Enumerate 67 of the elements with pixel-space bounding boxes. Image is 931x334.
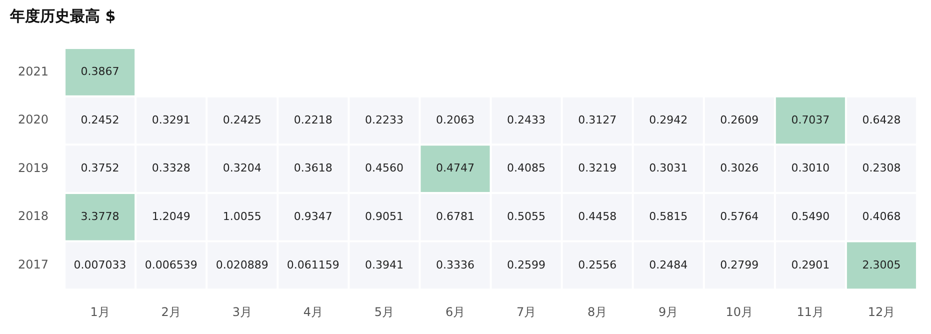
data-label: 0.2556 <box>578 258 617 272</box>
x-tick-label: 11月 <box>796 304 824 319</box>
data-label: 0.3291 <box>152 113 190 126</box>
data-label: 3.3778 <box>80 210 120 223</box>
data-label: 0.5055 <box>507 210 546 223</box>
y-tick-label: 2017 <box>18 258 49 272</box>
data-label: 0.2484 <box>649 258 688 272</box>
data-label: 0.3618 <box>294 162 332 175</box>
data-label: 0.3941 <box>364 258 404 272</box>
y-tick-label: 2021 <box>18 64 49 78</box>
x-tick-label: 1月 <box>90 304 110 319</box>
data-label: 0.3127 <box>578 113 617 126</box>
data-label: 0.3010 <box>791 162 830 175</box>
data-label: 0.3219 <box>578 162 617 175</box>
data-label: 0.3752 <box>80 162 120 175</box>
data-label: 0.4458 <box>578 210 617 223</box>
data-label: 1.2049 <box>152 210 190 223</box>
x-tick-label: 7月 <box>516 304 536 319</box>
data-label: 0.5764 <box>720 210 759 223</box>
x-tick-label: 5月 <box>374 304 394 319</box>
x-tick-label: 4月 <box>303 304 323 319</box>
y-tick-label: 2019 <box>18 160 49 175</box>
data-label: 0.4560 <box>364 162 404 175</box>
data-label: 0.2063 <box>436 113 474 126</box>
data-label: 0.2942 <box>649 113 688 126</box>
data-label: 0.5490 <box>791 210 830 223</box>
data-label: 0.7037 <box>791 113 830 126</box>
data-label: 0.2233 <box>364 113 404 126</box>
x-tick-label: 9月 <box>658 304 678 319</box>
data-label: 0.007033 <box>74 258 126 272</box>
data-label: 0.9347 <box>294 210 332 223</box>
data-label: 0.3328 <box>152 162 190 175</box>
data-label: 0.061159 <box>286 258 340 272</box>
data-label: 0.2308 <box>862 162 901 175</box>
data-label: 0.2901 <box>791 258 830 272</box>
data-label: 0.4085 <box>507 162 546 175</box>
data-label: 0.3026 <box>720 162 759 175</box>
data-label: 0.3867 <box>80 65 120 78</box>
data-label: 0.2218 <box>294 113 332 126</box>
x-tick-label: 3月 <box>232 304 252 319</box>
y-tick-label: 2020 <box>18 112 49 127</box>
data-label: 0.5815 <box>649 210 688 223</box>
x-tick-label: 2月 <box>161 304 181 319</box>
x-tick-label: 8月 <box>588 304 608 319</box>
x-tick-label: 6月 <box>445 304 466 319</box>
data-label: 0.020889 <box>216 258 268 272</box>
data-label: 0.3031 <box>649 162 688 175</box>
data-label: 0.2609 <box>720 113 759 126</box>
y-tick-label: 2018 <box>18 209 49 224</box>
data-label: 0.9051 <box>364 210 404 223</box>
data-label: 2.3005 <box>862 258 901 272</box>
data-label: 0.2452 <box>80 113 120 126</box>
x-tick-label: 12月 <box>868 304 896 319</box>
data-label: 1.0055 <box>222 210 262 223</box>
chart-title: 年度历史最高 $ <box>9 6 116 25</box>
data-label: 0.4747 <box>436 162 474 175</box>
data-label: 0.6428 <box>862 113 901 126</box>
data-label: 0.6781 <box>436 210 474 223</box>
data-label: 0.2433 <box>507 113 546 126</box>
data-label: 0.2425 <box>222 113 262 126</box>
data-label: 0.2599 <box>507 258 546 272</box>
data-label: 0.4068 <box>862 210 901 223</box>
data-label: 0.2799 <box>720 258 759 272</box>
data-label: 0.006539 <box>144 258 198 272</box>
data-label: 0.3336 <box>436 258 474 272</box>
x-tick-label: 10月 <box>726 304 754 319</box>
data-label: 0.3204 <box>222 162 262 175</box>
